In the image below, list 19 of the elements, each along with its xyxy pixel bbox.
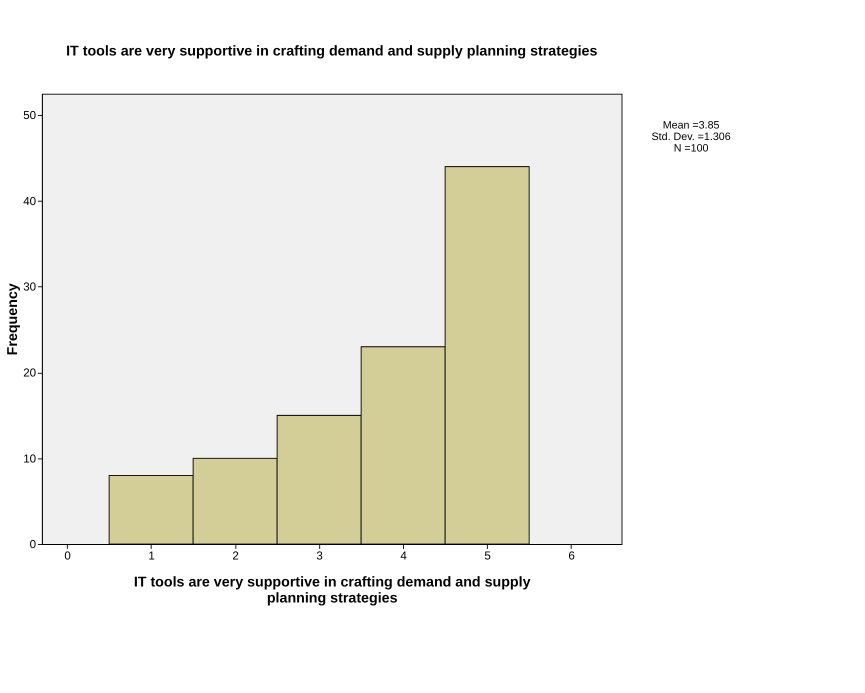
x-tick-label: 1 — [148, 550, 155, 563]
y-tick-label: 40 — [23, 196, 36, 208]
y-tick-label: 0 — [30, 539, 36, 552]
text: Std. Dev. =1.306 — [652, 131, 731, 144]
y-axis-title: Frequency — [4, 283, 21, 356]
x-axis-title: IT tools are very supportive in crafting demand and supply planning strategies — [134, 574, 531, 606]
x-tick-label: 4 — [400, 550, 408, 563]
x-tick-label: 5 — [484, 550, 491, 563]
y-tick-label: 10 — [23, 453, 36, 466]
text: Mean =3.85 — [662, 119, 720, 132]
x-tick-label: 0 — [64, 550, 71, 563]
chart-title: IT tools are very supportive in crafting demand and supply planning strategies — [66, 43, 598, 60]
y-tick-label: 30 — [23, 282, 36, 294]
x-tick-label: 2 — [232, 550, 239, 563]
y-tick-label: 20 — [23, 368, 36, 380]
text: N =100 — [674, 142, 709, 155]
x-tick-label: 6 — [568, 550, 575, 563]
x-tick-label: 3 — [316, 550, 323, 563]
y-tick-label: 50 — [23, 110, 36, 122]
